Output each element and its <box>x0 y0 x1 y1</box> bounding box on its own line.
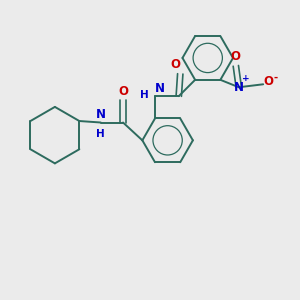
Text: O: O <box>231 50 241 64</box>
Text: H: H <box>140 90 148 100</box>
Text: H: H <box>96 129 105 139</box>
Text: N: N <box>234 81 244 94</box>
Text: O: O <box>118 85 128 98</box>
Text: O: O <box>171 58 181 71</box>
Text: N: N <box>155 82 165 95</box>
Text: N: N <box>96 108 106 121</box>
Text: O: O <box>263 75 274 88</box>
Text: -: - <box>274 73 278 83</box>
Text: +: + <box>242 74 249 83</box>
